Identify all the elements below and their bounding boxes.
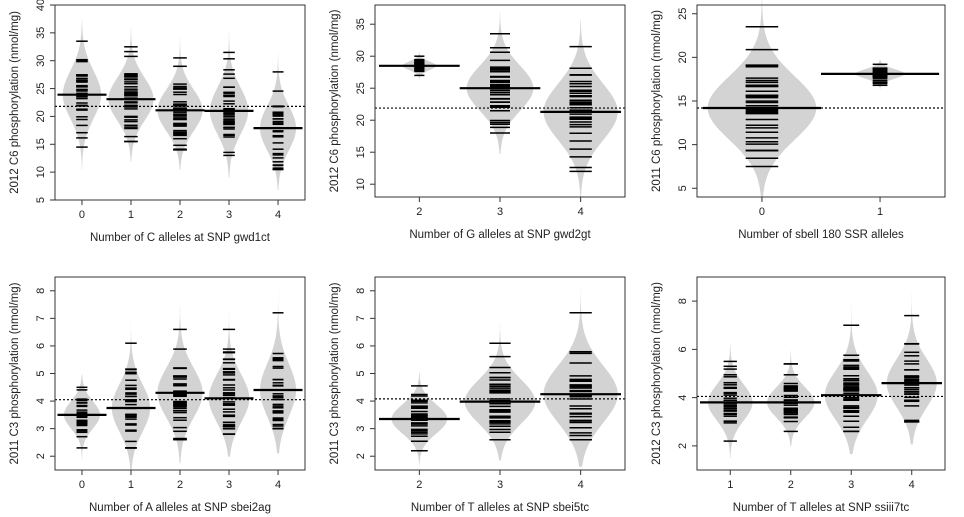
x-axis-title: Number of sbell 180 SSR alleles — [738, 229, 904, 241]
x-axis-title: Number of G alleles at SNP gwd2gt — [409, 229, 591, 241]
x-tick-label: 1 — [128, 479, 134, 491]
x-tick-label: 3 — [497, 479, 503, 491]
x-axis-title: Number of A alleles at SNP sbei2ag — [89, 502, 271, 514]
chart-panel-6: 2 4 6 8 1 2 3 4 Number of T alleles at SNP ssiii… — [651, 276, 946, 514]
x-tick-label: 1 — [727, 479, 733, 491]
y-tick-label: 8 — [355, 288, 367, 294]
x-tick-label: 2 — [416, 206, 422, 218]
y-tick-label: 10 — [35, 166, 47, 178]
y-tick-label: 4 — [677, 395, 689, 401]
y-tick-label: 15 — [35, 138, 47, 150]
y-tick-label: 10 — [355, 178, 367, 190]
x-tick-label: 3 — [848, 479, 854, 491]
y-tick-label: 3 — [35, 426, 47, 432]
y-tick-label: 4 — [35, 398, 47, 404]
x-tick-label: 3 — [497, 206, 503, 218]
x-tick-label: 4 — [275, 209, 281, 221]
y-tick-label: 7 — [355, 315, 367, 321]
chart-panel-4: 2 3 4 5 6 7 8 0 1 2 3 4 Number of A alleles at SNP s… — [9, 276, 306, 514]
x-tick-label: 2 — [416, 479, 422, 491]
x-tick-label: 0 — [79, 209, 85, 221]
y-tick-label: 2 — [35, 453, 47, 459]
y-tick-label: 5 — [355, 370, 367, 376]
bean-density-3 — [208, 306, 250, 457]
y-tick-label: 8 — [35, 288, 47, 294]
x-tick-label: 4 — [578, 206, 584, 218]
y-tick-label: 40 — [35, 0, 47, 11]
y-tick-label: 25 — [355, 82, 367, 94]
x-tick-label: 2 — [788, 479, 794, 491]
y-tick-label: 35 — [35, 27, 47, 39]
x-tick-label: 3 — [226, 209, 232, 221]
y-tick-label: 5 — [677, 185, 689, 191]
chart-panel-3: 5 10 15 20 25 0 1 Number of sbell 180 SSR allel… — [651, 0, 946, 241]
x-axis-title: Number of T alleles at SNP ssiii7tc — [733, 502, 910, 514]
y-tick-label: 5 — [35, 197, 47, 203]
y-tick-label: 2 — [677, 443, 689, 449]
bean-density-1 — [708, 344, 753, 459]
bean-density-4 — [260, 51, 297, 191]
y-tick-label: 6 — [677, 346, 689, 352]
y-tick-label: 25 — [35, 82, 47, 94]
x-tick-label: 0 — [79, 479, 85, 491]
chart-panel-1: 5 10 15 20 25 30 35 40 0 1 2 3 4 Number of C alleles … — [9, 0, 306, 244]
y-tick-label: 30 — [355, 50, 367, 62]
y-axis-title: 2011 C3 phosphorylation (nmol/mg) — [9, 282, 21, 464]
y-tick-label: 8 — [677, 298, 689, 304]
x-tick-label: 4 — [578, 479, 584, 491]
y-tick-label: 6 — [355, 343, 367, 349]
y-tick-label: 15 — [355, 146, 367, 158]
y-tick-label: 30 — [35, 55, 47, 67]
y-tick-label: 10 — [677, 139, 689, 151]
x-tick-label: 4 — [275, 479, 281, 491]
y-tick-label: 35 — [355, 18, 367, 30]
x-tick-label: 0 — [759, 206, 765, 218]
y-axis-title: 2011 C6 phosphorylation (nmol/mg) — [651, 10, 663, 192]
y-tick-label: 2 — [355, 453, 367, 459]
x-tick-label: 4 — [909, 479, 915, 491]
y-tick-label: 20 — [355, 114, 367, 126]
y-axis-title: 2012 C6 phosphorylation (nmol/mg) — [329, 9, 341, 192]
x-tick-label: 1 — [877, 206, 883, 218]
y-tick-label: 4 — [355, 398, 367, 404]
y-tick-label: 3 — [355, 426, 367, 432]
y-axis-title: 2011 C3 phosphorylation (nmol/mg) — [329, 282, 341, 464]
bean-density-3 — [466, 12, 534, 155]
y-tick-label: 7 — [35, 315, 47, 321]
y-axis-title: 2012 C6 phosphorylation (nmol/mg) — [9, 11, 21, 194]
y-tick-label: 25 — [677, 8, 689, 20]
y-tick-label: 15 — [677, 95, 689, 107]
y-tick-label: 5 — [35, 370, 47, 376]
y-axis-title: 2012 C3 phosphorylation (nmol/mg) — [651, 282, 663, 465]
x-tick-label: 2 — [177, 479, 183, 491]
plot-frame — [696, 276, 946, 471]
y-tick-label: 20 — [677, 51, 689, 63]
bean-density-4 — [260, 288, 297, 454]
chart-panel-5: 2 3 4 5 6 7 8 2 3 4 Number of T alleles at SNP sbe… — [329, 276, 626, 514]
x-axis-title: Number of T alleles at SNP sbei5tc — [411, 502, 590, 514]
bean-density-4 — [886, 292, 937, 445]
y-tick-label: 6 — [35, 343, 47, 349]
bean-density-4 — [543, 19, 618, 199]
x-tick-label: 1 — [128, 209, 134, 221]
x-axis-title: Number of C alleles at SNP gwd1ct — [90, 232, 271, 244]
chart-panel-2: 10 15 20 25 30 35 2 3 4 Number of G alleles at SN… — [329, 4, 626, 241]
y-tick-label: 20 — [35, 110, 47, 122]
x-tick-label: 3 — [226, 479, 232, 491]
x-tick-label: 2 — [177, 209, 183, 221]
